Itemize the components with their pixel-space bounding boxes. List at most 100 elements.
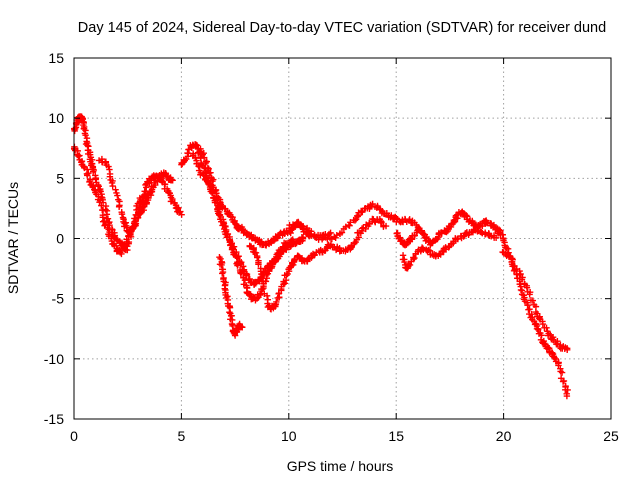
data-point	[289, 236, 296, 243]
data-point	[359, 208, 366, 216]
data-point	[198, 161, 205, 168]
y-axis-label: SDTVAR / TECUs	[5, 182, 21, 294]
data-point	[219, 268, 227, 276]
x-axis-label: GPS time / hours	[287, 458, 394, 474]
data-point	[307, 230, 315, 238]
data-point	[258, 270, 265, 278]
y-tick-label: 10	[48, 110, 64, 126]
data-point	[239, 225, 246, 233]
data-point	[492, 234, 500, 241]
y-tick-label: -5	[52, 291, 65, 307]
data-point	[94, 181, 102, 189]
data-point	[208, 189, 216, 197]
data-point	[460, 233, 467, 240]
series-layer	[70, 113, 571, 400]
data-point	[539, 320, 547, 328]
chart-title: Day 145 of 2024, Sidereal Day-to-day VTE…	[78, 20, 606, 36]
data-point	[203, 178, 211, 185]
data-point	[104, 215, 112, 222]
data-point	[333, 231, 341, 239]
series-10	[399, 224, 500, 272]
data-point	[366, 220, 373, 228]
data-point	[109, 182, 116, 190]
data-point	[227, 312, 235, 320]
data-point	[338, 229, 346, 236]
data-point	[260, 284, 267, 292]
y-tick-label: 5	[56, 170, 64, 186]
series-7	[246, 215, 390, 313]
data-point	[541, 340, 548, 347]
data-point	[226, 309, 233, 316]
data-point	[529, 297, 537, 304]
data-point	[524, 302, 531, 309]
series-11	[496, 227, 571, 400]
data-point	[195, 149, 203, 157]
series-9	[393, 208, 504, 249]
data-point	[237, 323, 244, 330]
series-8	[286, 200, 420, 243]
data-point	[112, 186, 119, 193]
data-point	[508, 258, 516, 265]
series-2	[95, 155, 156, 236]
data-point	[90, 182, 97, 189]
data-point	[219, 270, 226, 277]
data-point	[111, 232, 119, 239]
data-point	[203, 158, 210, 165]
x-tick-label: 5	[178, 428, 186, 444]
data-point	[243, 272, 250, 279]
data-point	[252, 249, 260, 257]
data-point	[192, 154, 199, 161]
y-tick-label: -10	[44, 351, 64, 367]
data-point	[98, 202, 105, 209]
plot-frame	[73, 57, 612, 420]
data-point	[351, 217, 359, 224]
data-point	[401, 258, 408, 266]
data-point	[105, 163, 112, 170]
data-point	[284, 242, 292, 249]
data-point	[354, 213, 361, 220]
data-point	[234, 261, 241, 269]
data-point	[551, 354, 558, 361]
data-point	[377, 217, 384, 225]
data-point	[543, 324, 550, 331]
x-tick-label: 25	[603, 428, 619, 444]
data-point	[283, 272, 290, 279]
data-point	[346, 222, 353, 229]
grid-layer	[74, 58, 611, 419]
data-point	[419, 245, 427, 252]
data-point	[534, 326, 542, 333]
data-point	[239, 263, 247, 270]
data-point	[563, 392, 571, 400]
data-point	[214, 208, 221, 215]
data-point	[517, 270, 524, 278]
data-point	[193, 142, 201, 149]
data-point	[532, 303, 540, 310]
x-tick-label: 20	[496, 428, 512, 444]
data-point	[535, 314, 543, 322]
data-point	[564, 386, 571, 394]
data-point	[222, 222, 229, 230]
series-5	[194, 149, 297, 288]
data-point	[560, 377, 568, 385]
data-point	[118, 210, 126, 218]
series-1	[70, 143, 176, 258]
series-6	[216, 253, 246, 339]
data-point	[75, 153, 82, 160]
data-point	[295, 221, 302, 228]
data-point	[235, 253, 242, 260]
data-point	[184, 149, 191, 157]
data-point	[178, 211, 185, 218]
data-point	[217, 255, 224, 262]
data-point	[558, 369, 566, 376]
data-point	[89, 168, 97, 175]
data-point	[563, 345, 571, 352]
x-tick-label: 15	[388, 428, 404, 444]
data-point	[246, 275, 253, 283]
data-point	[86, 177, 94, 185]
data-point	[84, 172, 91, 179]
data-point	[485, 231, 492, 239]
data-point	[212, 196, 220, 203]
data-point	[378, 218, 385, 226]
data-point	[148, 188, 156, 195]
